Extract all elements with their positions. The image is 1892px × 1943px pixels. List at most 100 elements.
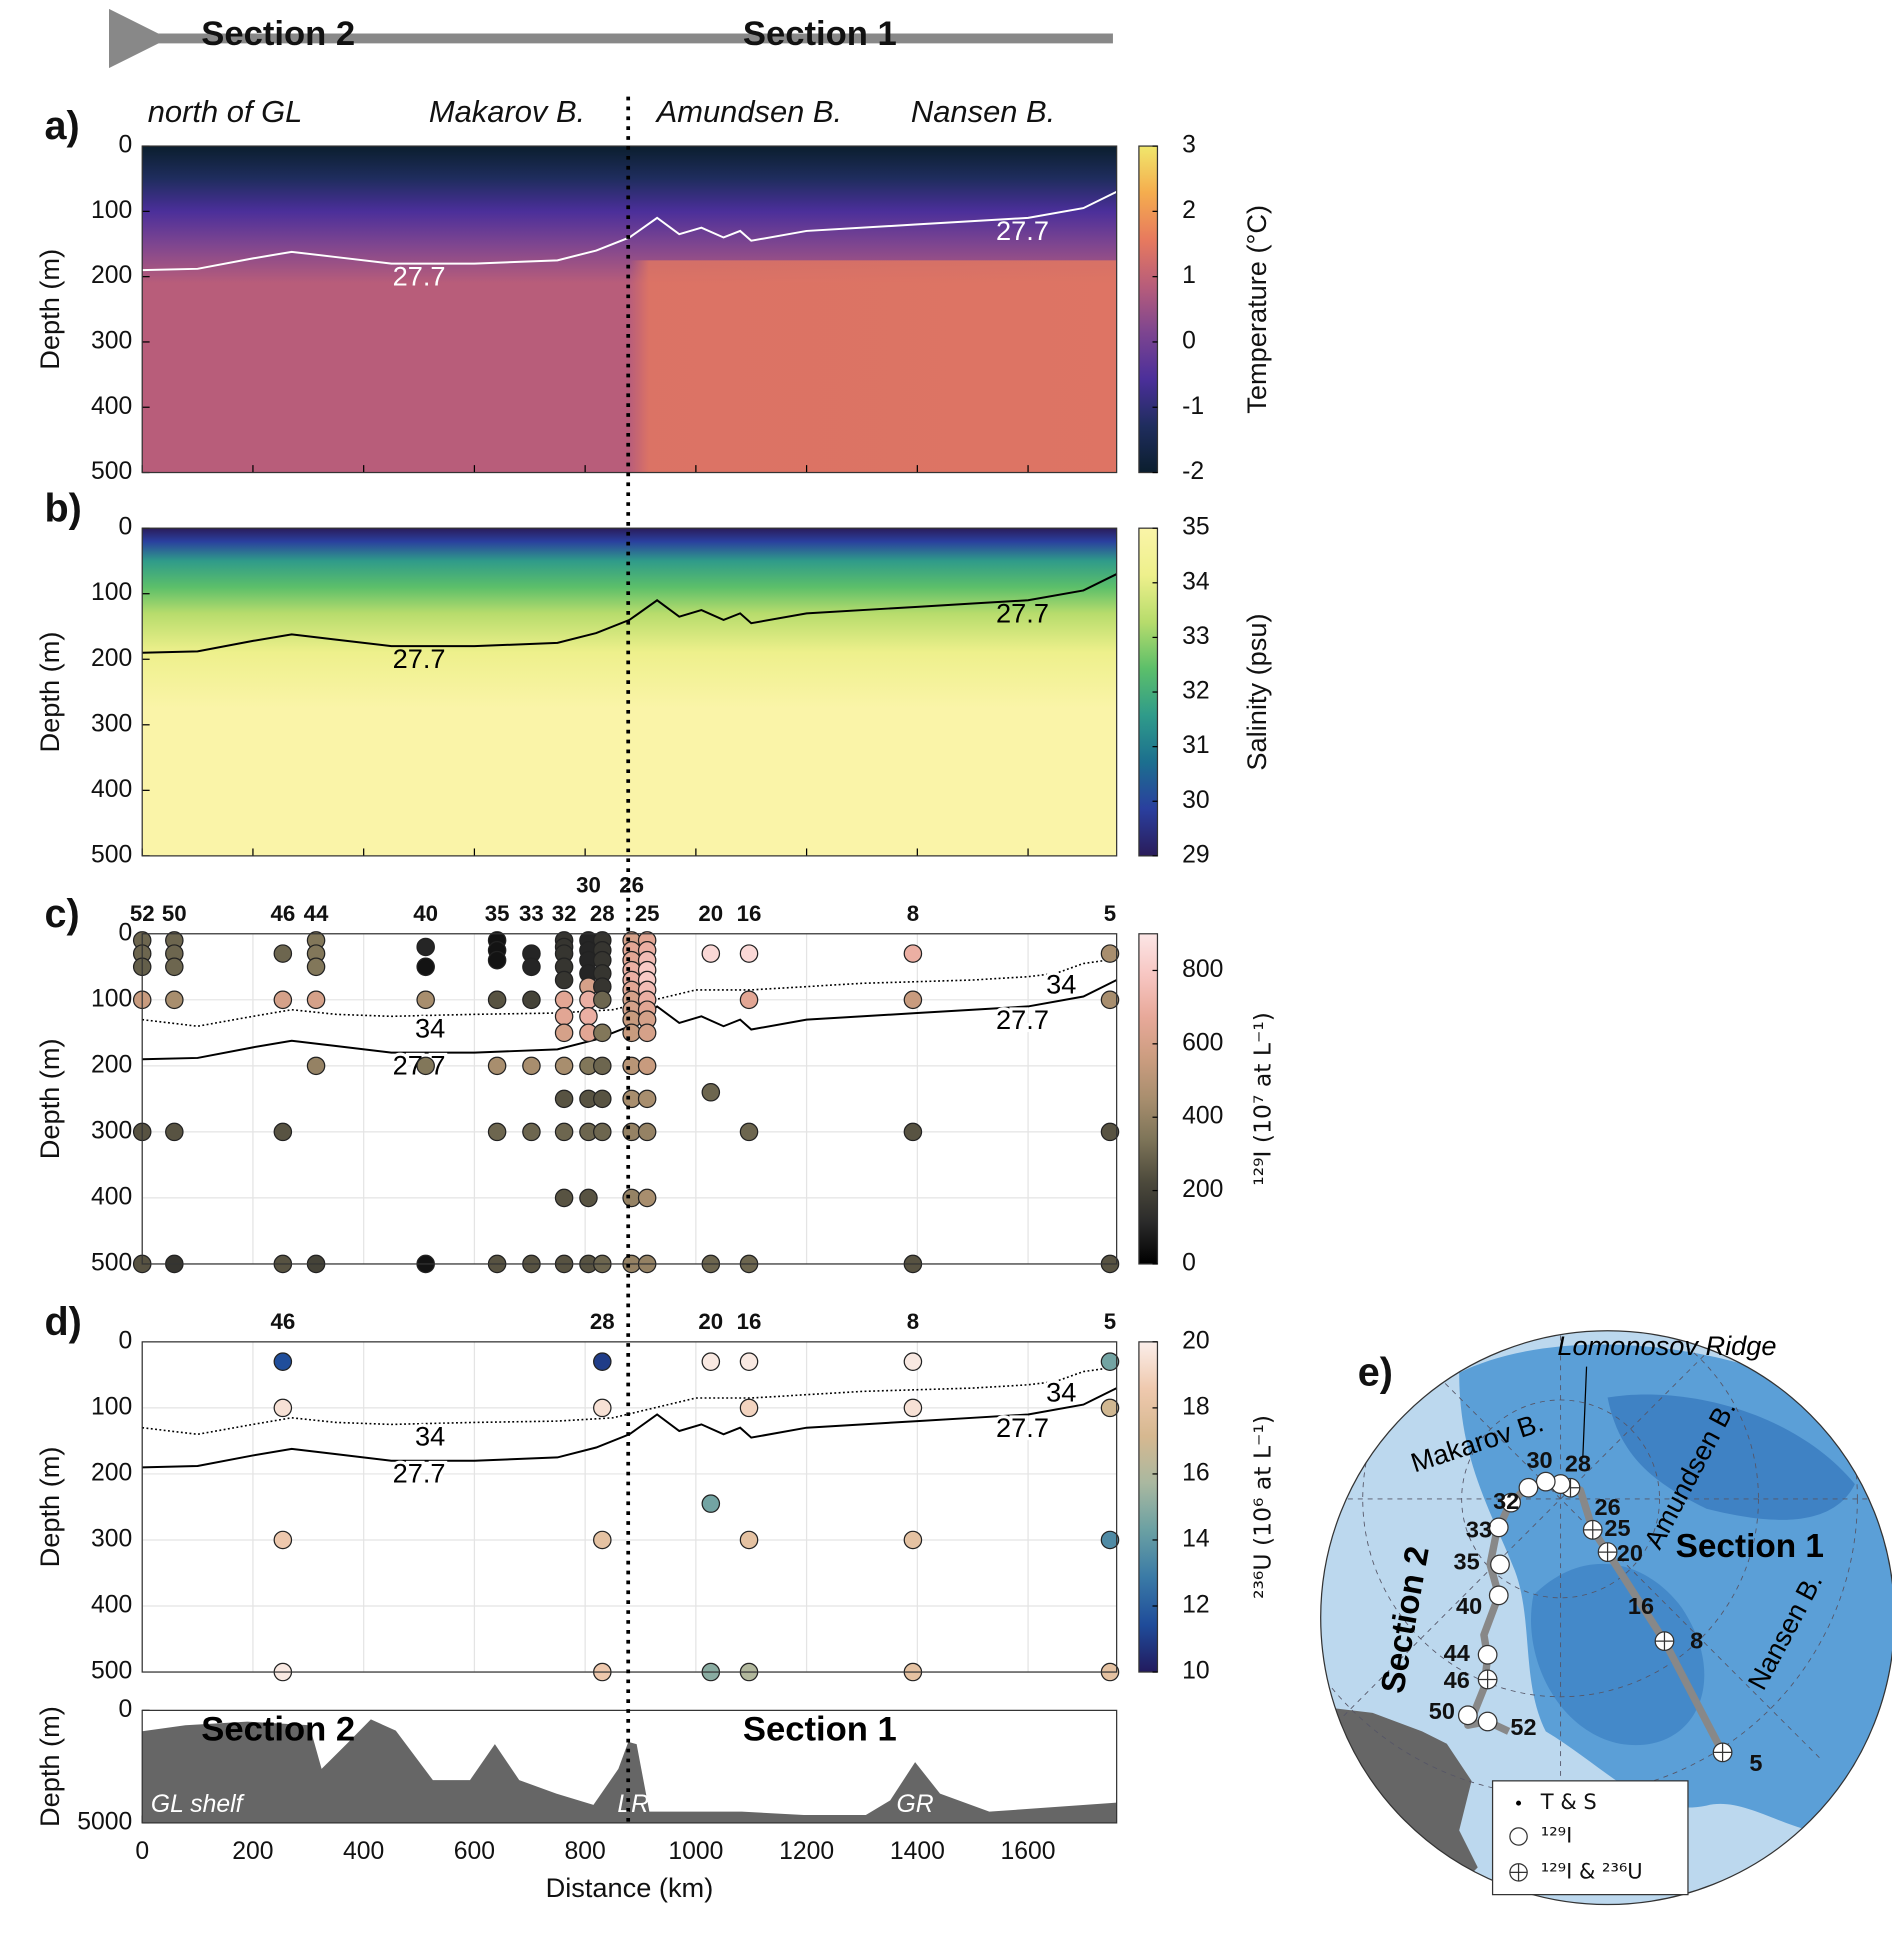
colorbar-tick-label: 600 bbox=[1182, 1029, 1223, 1056]
sample-point bbox=[622, 1188, 641, 1208]
x-tick-label: 800 bbox=[565, 1838, 606, 1865]
colorbar-tick-label: 2 bbox=[1182, 197, 1196, 224]
colorbar bbox=[1138, 933, 1159, 1265]
station-label: 28 bbox=[590, 1309, 615, 1334]
station-label: 16 bbox=[737, 901, 762, 926]
sample-point bbox=[739, 944, 759, 963]
contour-label: 34 bbox=[415, 1421, 445, 1452]
map-station-label: 25 bbox=[1604, 1515, 1630, 1541]
contour-label: 27.7 bbox=[996, 1004, 1049, 1035]
x-tick-label: 200 bbox=[232, 1838, 273, 1865]
station-label: 33 bbox=[519, 901, 544, 926]
y-tick-label: 0 bbox=[119, 132, 133, 159]
station-marker bbox=[1535, 1471, 1556, 1492]
y-tick-label: 300 bbox=[91, 1117, 132, 1144]
x-tick-label: 1600 bbox=[1001, 1838, 1056, 1865]
y-tick-label: 500 bbox=[91, 1249, 132, 1276]
sample-point bbox=[273, 1352, 293, 1371]
y-tick-label: 100 bbox=[91, 1393, 132, 1420]
sample-point bbox=[579, 1007, 598, 1026]
colorbar bbox=[1138, 145, 1159, 474]
station-label: 50 bbox=[162, 901, 187, 926]
sample-point bbox=[165, 990, 184, 1010]
colorbar-tick-label: 3 bbox=[1182, 132, 1196, 159]
y-tick-label: 100 bbox=[91, 579, 132, 606]
panel: 0 100 200 300 400 500 Depth (m) a) 27.7 27.7 -2 -1 0… bbox=[34, 104, 1272, 485]
sample-point bbox=[416, 957, 435, 977]
sample-point bbox=[739, 1122, 759, 1142]
map-station-label: 8 bbox=[1690, 1628, 1703, 1654]
sample-point bbox=[273, 1122, 293, 1142]
colorbar-tick-label: 30 bbox=[1182, 787, 1210, 814]
station-label: 26 bbox=[619, 873, 644, 898]
map-label: Section 1 bbox=[1676, 1528, 1824, 1565]
sample-point bbox=[554, 1188, 574, 1208]
sample-point bbox=[416, 937, 435, 957]
station-cross bbox=[1655, 1631, 1674, 1651]
sample-point bbox=[273, 944, 293, 963]
y-tick-label: 0 bbox=[119, 919, 133, 946]
y-tick-label: 5000 bbox=[77, 1808, 132, 1835]
panel: 0 100 200 300 400 500 Depth (m) d) 34 34 27.7 27.7 4… bbox=[34, 1300, 1276, 1685]
sample-point bbox=[1100, 1122, 1120, 1142]
ridge-pointer bbox=[1582, 1366, 1588, 1457]
sample-point bbox=[701, 1494, 721, 1513]
station-label: 5 bbox=[1104, 901, 1116, 926]
sample-point bbox=[416, 990, 435, 1010]
sample-point bbox=[637, 1056, 657, 1076]
map-station-label: 28 bbox=[1565, 1451, 1591, 1477]
sample-point bbox=[903, 990, 923, 1010]
map-station-label: 16 bbox=[1628, 1593, 1654, 1619]
sample-point bbox=[701, 944, 721, 963]
contour-label: 34 bbox=[1046, 1377, 1076, 1408]
y-tick-label: 0 bbox=[119, 1696, 133, 1723]
sample-point bbox=[306, 957, 326, 977]
station-label: 40 bbox=[413, 901, 438, 926]
sample-point bbox=[579, 1188, 598, 1208]
y-tick-label: 200 bbox=[91, 262, 132, 289]
sample-point bbox=[637, 1023, 657, 1043]
colorbar-label: ¹²⁹I (10⁷ at L⁻¹) bbox=[1248, 1012, 1276, 1186]
x-tick-label: 1200 bbox=[779, 1838, 834, 1865]
station-label: 52 bbox=[130, 901, 155, 926]
region-label: Nansen B. bbox=[911, 94, 1055, 129]
sample-point bbox=[487, 1122, 507, 1142]
y-tick-label: 500 bbox=[91, 1658, 132, 1685]
sample-point bbox=[903, 944, 923, 963]
sample-point bbox=[487, 990, 507, 1010]
contour-line bbox=[142, 190, 1118, 272]
station-marker bbox=[1490, 1554, 1510, 1575]
map-station-label: 26 bbox=[1595, 1494, 1621, 1520]
colorbar-tick-label: 20 bbox=[1182, 1327, 1210, 1354]
colorbar-tick-label: 35 bbox=[1182, 514, 1210, 541]
y-tick-label: 400 bbox=[91, 1183, 132, 1210]
colorbar-label: ²³⁶U (10⁶ at L⁻¹) bbox=[1248, 1415, 1276, 1599]
bathymetry-label: GL shelf bbox=[151, 1791, 245, 1818]
colorbar-tick-label: 31 bbox=[1182, 732, 1210, 759]
bathymetry-label: Section 1 bbox=[743, 1711, 897, 1749]
colorbar-tick-label: 18 bbox=[1182, 1393, 1210, 1420]
map-station-label: 20 bbox=[1617, 1540, 1643, 1566]
sample-point bbox=[1100, 1352, 1120, 1371]
colorbar-tick-label: -2 bbox=[1182, 458, 1204, 485]
map-station-label: 35 bbox=[1454, 1548, 1480, 1574]
region-label: Makarov B. bbox=[429, 94, 585, 129]
sample-point bbox=[903, 1398, 923, 1418]
colorbar-tick-label: 800 bbox=[1182, 956, 1223, 983]
station-marker bbox=[1477, 1644, 1498, 1665]
colorbar-tick-label: 0 bbox=[1182, 1249, 1196, 1276]
contour-label: 27.7 bbox=[996, 598, 1049, 629]
sample-point bbox=[554, 1023, 574, 1043]
y-tick-label: 0 bbox=[119, 1327, 133, 1354]
legend-label: ¹²⁹I & ²³⁶U bbox=[1541, 1858, 1643, 1883]
sample-point bbox=[637, 1122, 657, 1142]
station-label: 46 bbox=[270, 1309, 295, 1334]
amundsen-basin bbox=[1607, 1394, 1855, 1520]
map-station-label: 40 bbox=[1456, 1593, 1482, 1619]
station-label: 32 bbox=[552, 901, 577, 926]
sample-point bbox=[903, 1352, 923, 1371]
panel: 0 200 400 600 800 1000 1200 1400 160005000Depth … bbox=[34, 1696, 1118, 1903]
